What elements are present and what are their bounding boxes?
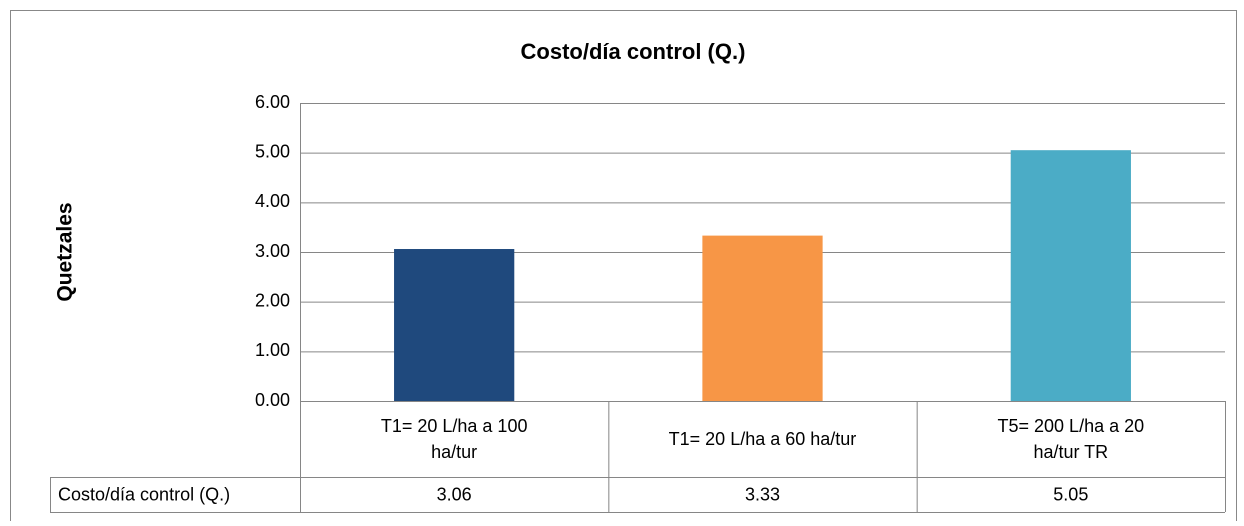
x-tick-label: T1= 20 L/ha a 100 ha/tur <box>380 416 528 462</box>
y-tick-label: 3.00 <box>255 241 290 261</box>
y-tick-label: 6.00 <box>255 92 290 112</box>
y-axis-label: Quetzales <box>54 202 77 301</box>
y-tick-label: 1.00 <box>255 340 290 360</box>
x-tick-cell: T1= 20 L/ha a 60 ha/tur <box>668 429 857 449</box>
table-value: 3.33 <box>745 484 780 504</box>
bar <box>702 235 823 401</box>
y-tick-label: 2.00 <box>255 290 290 310</box>
table-value: 5.05 <box>1053 484 1088 504</box>
table-value: 3.06 <box>437 484 472 504</box>
y-tick-label: 4.00 <box>255 191 290 211</box>
y-tick-label: 5.00 <box>255 141 290 161</box>
table-row-label: Costo/día control (Q.) <box>58 484 230 504</box>
y-tick-label: 0.00 <box>255 390 290 410</box>
x-tick-cell: T1= 20 L/ha a 100 ha/tur <box>380 416 528 462</box>
x-tick-label: T5= 200 L/ha a 20 ha/tur TR <box>997 416 1145 462</box>
bar <box>1010 150 1131 401</box>
bar <box>394 249 515 401</box>
x-tick-cell: T5= 200 L/ha a 20 ha/tur TR <box>997 416 1145 462</box>
x-tick-label: T1= 20 L/ha a 60 ha/tur <box>668 429 857 449</box>
chart-title: Costo/día control (Q.) <box>521 39 746 64</box>
